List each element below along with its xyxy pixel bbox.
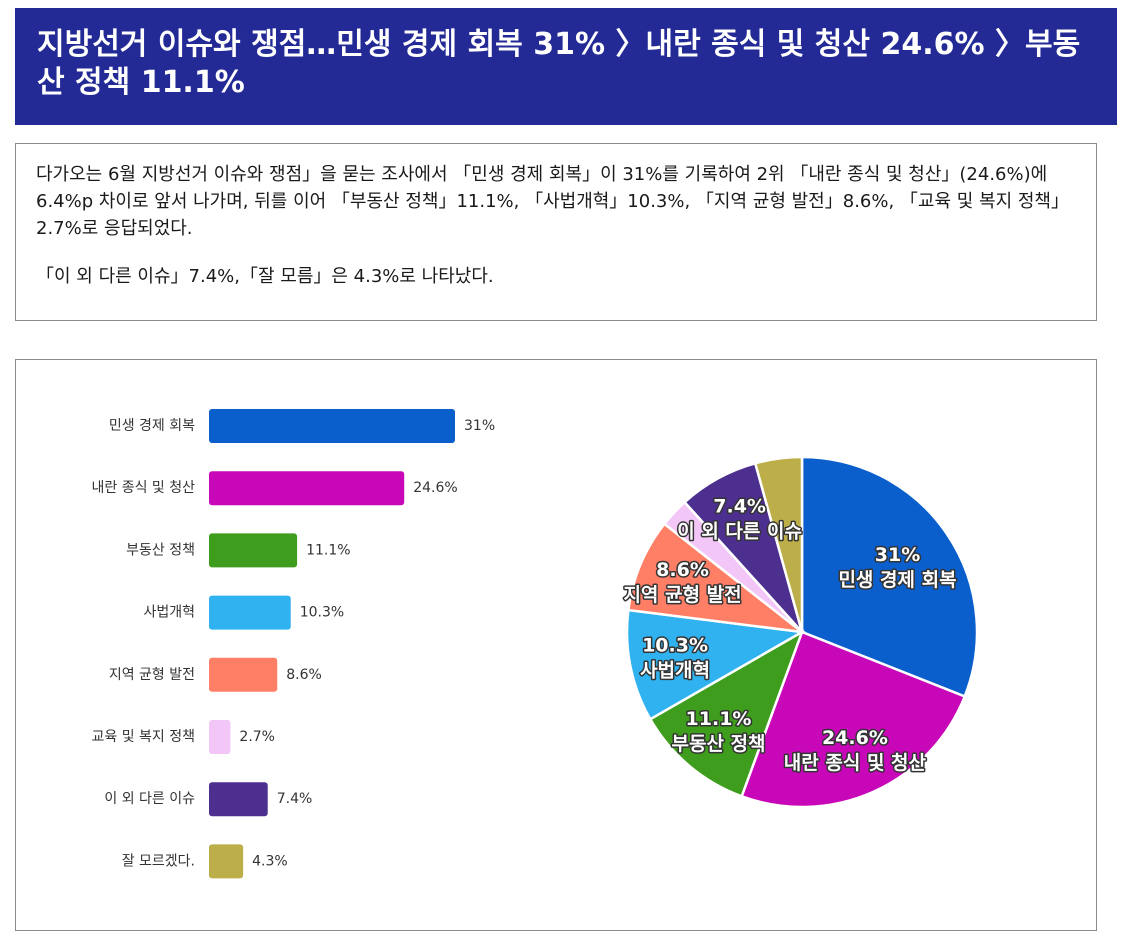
bar-chart: 민생 경제 회복 31% 내란 종식 및 청산 24.6% 부동산 정책 11.1% 사법개… — [91, 409, 495, 879]
bar-category-label: 내란 종식 및 청산 — [91, 480, 195, 496]
pie-slice — [800, 455, 979, 699]
bar-category-label: 교육 및 복지 정책 — [91, 729, 195, 745]
pie-category-label: 지역 균형 발전 — [623, 584, 741, 606]
bar — [209, 595, 291, 630]
pie-category-label: 부동산 정책 — [672, 733, 766, 755]
bar-value-label: 8.6% — [286, 667, 322, 683]
pie-slice — [625, 608, 806, 721]
chart-panel: 민생 경제 회복 31% 내란 종식 및 청산 24.6% 부동산 정책 11.1% 사법개… — [15, 359, 1097, 931]
bar-category-label: 사법개혁 — [143, 605, 195, 621]
bar-value-label: 10.3% — [300, 605, 344, 621]
bar — [209, 471, 405, 506]
bar — [209, 409, 455, 443]
pie-slice — [648, 629, 805, 798]
pie-value-label: 31% — [875, 544, 920, 566]
bar-category-label: 부동산 정책 — [126, 542, 195, 558]
bar-category-label: 지역 균형 발전 — [109, 667, 195, 683]
pie-value-label: 11.1% — [686, 708, 752, 730]
bar-category-label: 이 외 다른 이슈 — [104, 791, 195, 807]
page-title: 지방선거 이슈와 쟁점…민생 경제 회복 31% 〉내란 종식 및 청산 24.… — [37, 27, 1081, 100]
pie-category-label: 내란 종식 및 청산 — [784, 752, 927, 774]
pie-slice — [626, 522, 807, 634]
summary-paragraph-2: 「이 외 다른 이슈」7.4%,「잘 모름」은 4.3%로 나타났다. — [36, 266, 494, 287]
bar — [209, 782, 268, 817]
header-banner: 지방선거 이슈와 쟁점…민생 경제 회복 31% 〉내란 종식 및 청산 24.… — [15, 8, 1117, 125]
pie-value-label: 8.6% — [656, 559, 709, 581]
bar — [209, 720, 231, 754]
bar — [209, 657, 278, 692]
bar-value-label: 11.1% — [306, 542, 350, 558]
pie-slice — [740, 630, 967, 809]
bar — [209, 533, 298, 568]
bar-value-label: 31% — [464, 418, 495, 434]
pie-value-label: 24.6% — [822, 727, 888, 749]
bar-value-label: 4.3% — [252, 853, 288, 869]
bar — [209, 844, 244, 879]
summary-box: 다가오는 6월 지방선거 이슈와 쟁점」을 묻는 조사에서 「민생 경제 회복」… — [15, 143, 1097, 321]
bar-value-label: 2.7% — [239, 729, 275, 745]
pie-slice — [753, 455, 804, 633]
bar-value-label: 24.6% — [413, 480, 457, 496]
bar-category-label: 민생 경제 회복 — [109, 418, 195, 434]
pie-value-label: 10.3% — [642, 634, 708, 656]
pie-category-label: 사법개혁 — [640, 659, 710, 681]
pie-category-label: 민생 경제 회복 — [838, 569, 956, 591]
bar-category-label: 잘 모르겠다. — [122, 853, 195, 869]
bar-value-label: 7.4% — [277, 791, 313, 807]
pie-chart: 31% 민생 경제 회복 24.6% 내란 종식 및 청산 11.1% 부동산 정책 10.… — [622, 455, 979, 809]
pie-value-label: 7.4% — [713, 496, 766, 518]
pie-category-label: 이 외 다른 이슈 — [677, 521, 802, 543]
summary-paragraph-1: 다가오는 6월 지방선거 이슈와 쟁점」을 묻는 조사에서 「민생 경제 회복」… — [36, 164, 1069, 239]
